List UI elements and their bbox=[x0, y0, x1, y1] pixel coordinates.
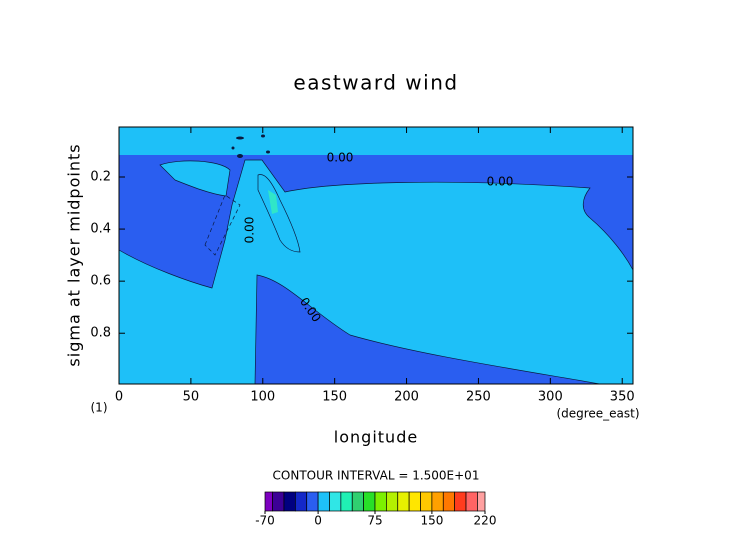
colorbar-box bbox=[442, 491, 456, 512]
contour-line bbox=[257, 174, 301, 253]
plot-area bbox=[118, 126, 634, 385]
colorbar-box bbox=[374, 491, 387, 512]
colorbar-tick-label: 0 bbox=[314, 514, 322, 528]
contour-dot bbox=[231, 146, 235, 150]
x-tick-label: 350 bbox=[610, 390, 635, 405]
colorbar-box bbox=[340, 491, 353, 512]
colorbar-box bbox=[272, 491, 285, 512]
contour-region bbox=[118, 159, 634, 385]
x-tick-label: 300 bbox=[538, 390, 563, 405]
contour-label: 0.00 bbox=[243, 217, 257, 244]
chart-title: eastward wind bbox=[293, 71, 458, 95]
colorbar-box bbox=[283, 491, 296, 512]
colorbar-box bbox=[329, 491, 342, 512]
colorbar-box bbox=[294, 491, 308, 512]
y-tick-label: 0.6 bbox=[90, 274, 111, 289]
contour-dot bbox=[261, 134, 265, 138]
colorbar-box bbox=[351, 491, 364, 512]
contour-dot bbox=[236, 136, 244, 140]
colorbar-box bbox=[420, 491, 433, 512]
x-tick-label: 50 bbox=[183, 390, 200, 405]
colorbar-box bbox=[363, 491, 376, 512]
y-tick-label: 0.4 bbox=[90, 222, 111, 237]
colorbar-box bbox=[397, 491, 410, 512]
colorbar-tick-label: 75 bbox=[367, 514, 382, 528]
colorbar-box bbox=[431, 491, 444, 512]
colorbar-box bbox=[306, 491, 319, 512]
colorbar-tick-label: 220 bbox=[474, 514, 497, 528]
contour-dots bbox=[231, 134, 270, 158]
contour-dot bbox=[266, 150, 270, 154]
colorbar-box bbox=[317, 491, 330, 512]
y-tick-label: 0.2 bbox=[90, 169, 111, 184]
colorbar-box bbox=[408, 491, 421, 512]
y-units: (1) bbox=[91, 401, 108, 415]
contour-region bbox=[268, 190, 278, 214]
colorbar-box bbox=[264, 491, 273, 512]
colorbar-tick-label: -70 bbox=[255, 514, 275, 528]
x-tick-label: 200 bbox=[394, 390, 419, 405]
contour-dot bbox=[237, 154, 243, 158]
colorbar-box bbox=[386, 491, 399, 512]
y-tick-label: 0.8 bbox=[90, 326, 111, 341]
contour-interval: CONTOUR INTERVAL = 1.500E+01 bbox=[273, 469, 480, 483]
y-axis-title: sigma at layer midpoints bbox=[65, 143, 84, 366]
x-units: (degree_east) bbox=[556, 407, 639, 421]
contour-region bbox=[159, 160, 231, 197]
contour-line bbox=[204, 194, 241, 256]
colorbar-box bbox=[465, 491, 478, 512]
x-tick-label: 250 bbox=[466, 390, 491, 405]
x-tick-label: 150 bbox=[322, 390, 347, 405]
colorbar-box bbox=[477, 491, 486, 512]
colorbar-tick-label: 150 bbox=[420, 514, 443, 528]
x-tick-label: 100 bbox=[250, 390, 275, 405]
colorbar-box bbox=[454, 491, 467, 512]
x-tick-label: 0 bbox=[115, 390, 123, 405]
contour-label: 0.00 bbox=[487, 175, 514, 189]
plot-frame bbox=[118, 126, 634, 385]
contour-label: 0.00 bbox=[327, 151, 354, 165]
x-axis-title: longitude bbox=[334, 428, 418, 447]
